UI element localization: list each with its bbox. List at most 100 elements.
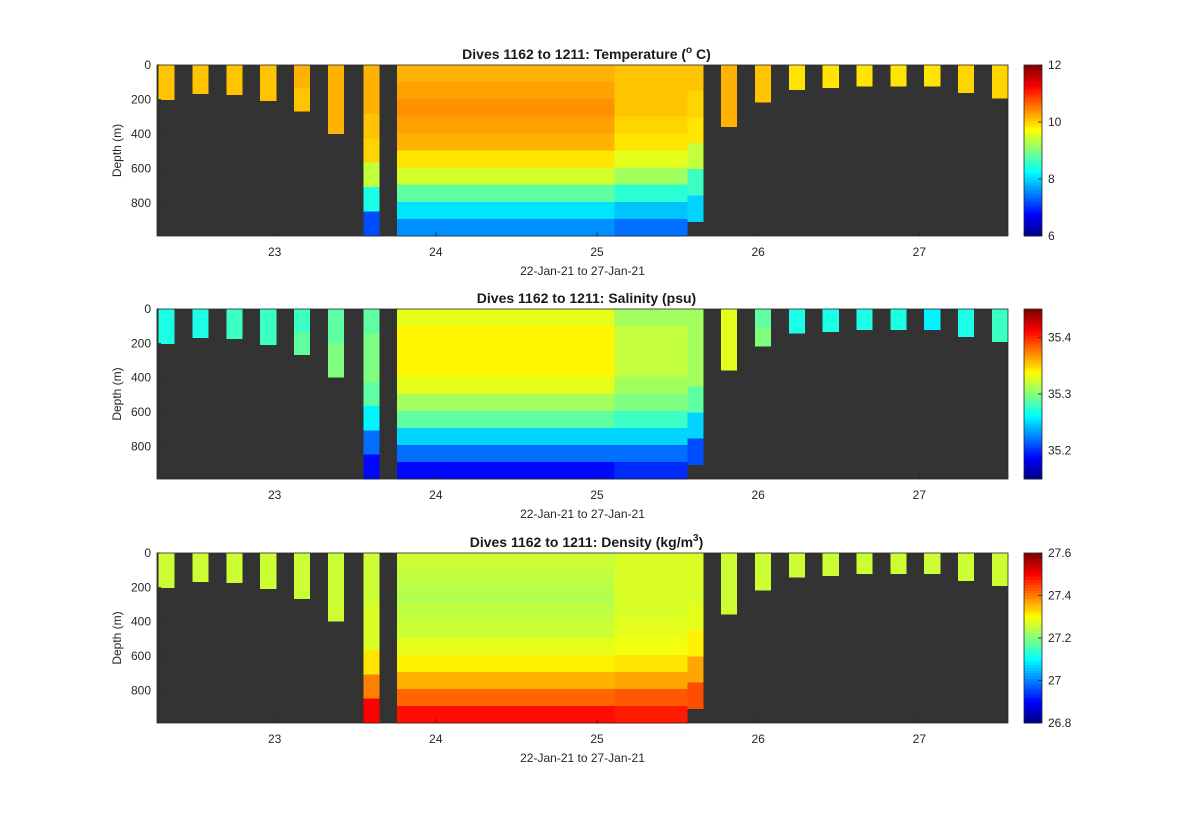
data-cell (363, 698, 380, 724)
data-cell (614, 167, 688, 186)
data-cell (397, 689, 615, 707)
data-cell (294, 65, 311, 89)
data-cell (614, 377, 688, 395)
colorbar-segment (1024, 113, 1042, 117)
colorbar-segment (1024, 171, 1042, 176)
colorbar-tick-label: 27.4 (1048, 589, 1072, 603)
colorbar-segment (1024, 656, 1042, 660)
data-cell (363, 89, 380, 115)
data-cell (397, 587, 615, 605)
colorbar-segment (1024, 704, 1042, 708)
data-cell (397, 309, 615, 327)
colorbar-segment (1024, 476, 1042, 480)
data-cell (822, 76, 839, 89)
data-cell (614, 150, 688, 169)
colorbar-segment (1024, 648, 1042, 652)
colorbar-tick-label: 26.8 (1048, 716, 1072, 730)
title-superscript: o (686, 45, 692, 56)
data-cell (363, 162, 380, 188)
y-tick-label: 800 (131, 196, 151, 210)
x-tick-label: 26 (752, 245, 766, 259)
data-cell (687, 195, 704, 222)
data-cell (754, 83, 772, 103)
colorbar-segment (1024, 203, 1042, 208)
colorbar-segment (1024, 677, 1042, 682)
colorbar-segment (1024, 582, 1042, 586)
data-cell (260, 326, 277, 345)
data-cell (397, 116, 615, 134)
colorbar-segment (1024, 693, 1042, 698)
data-cell (192, 323, 209, 338)
colorbar-segment (1024, 388, 1042, 392)
data-cell (856, 75, 873, 87)
data-cell (192, 553, 209, 568)
colorbar-segment (1024, 468, 1042, 472)
colorbar-segment (1024, 712, 1042, 716)
colorbar-segment (1024, 115, 1042, 120)
data-cell (991, 569, 1008, 587)
data-cell (788, 65, 805, 78)
x-tick-label: 25 (590, 488, 604, 502)
colorbar-tick-label: 35.3 (1048, 387, 1072, 401)
colorbar-segment (1024, 86, 1042, 90)
y-tick-label: 0 (144, 546, 151, 560)
data-cell (397, 411, 615, 429)
data-cell (363, 381, 380, 407)
panel-2: 0 200 400 600 800 23 24 25 26 27 Dives 1162 to 121… (110, 533, 1072, 765)
data-cell (397, 150, 615, 169)
axes-box (156, 64, 1009, 237)
data-cell (614, 445, 688, 463)
colorbar-segment (1024, 715, 1042, 719)
data-cell (260, 82, 277, 101)
data-cell (614, 428, 688, 446)
colorbar-segment (1024, 217, 1042, 221)
colorbar-segment (1024, 225, 1042, 229)
data-cell (397, 672, 615, 690)
colorbar-segment (1024, 166, 1042, 170)
colorbar-segment (1024, 420, 1042, 424)
x-tick-label: 25 (590, 245, 604, 259)
data-cell (226, 309, 243, 325)
y-tick-label: 600 (131, 162, 151, 176)
x-tick-label: 27 (913, 245, 927, 259)
colorbar-segment (1024, 209, 1042, 213)
data-cell (363, 625, 380, 651)
colorbar-segment (1024, 81, 1042, 85)
data-cell (958, 65, 975, 80)
colorbar-segment (1024, 415, 1042, 419)
colorbar-segment (1024, 664, 1042, 668)
data-cell (363, 357, 380, 383)
panel-title: Dives 1162 to 1211: Density (kg/m3) (470, 533, 704, 550)
data-cell (397, 706, 615, 724)
colorbar-segment (1024, 314, 1042, 318)
data-cell (754, 553, 772, 573)
data-cell (958, 309, 975, 324)
y-tick-label: 800 (131, 683, 151, 697)
data-cell (294, 553, 311, 577)
data-cell (687, 169, 704, 196)
colorbar-segment (1024, 187, 1042, 192)
data-cell (614, 309, 688, 327)
x-tick-label: 25 (590, 732, 604, 746)
colorbar-segment (1024, 709, 1042, 713)
colorbar-segment (1024, 696, 1042, 700)
data-cell (754, 65, 772, 85)
data-cell (327, 553, 344, 588)
colorbar-segment (1024, 343, 1042, 347)
colorbar-segment (1024, 675, 1042, 679)
data-cell (397, 604, 615, 622)
data-cell (958, 322, 975, 338)
colorbar-segment (1024, 222, 1042, 226)
title-text: Dives 1162 to 1211: Salinity (psu) (477, 290, 696, 306)
data-cell (822, 65, 839, 77)
data-cell (856, 319, 873, 331)
colorbar-segment (1024, 89, 1042, 93)
data-cell (687, 553, 704, 580)
data-cell (614, 360, 688, 378)
data-cell (721, 583, 738, 615)
colorbar-segment (1024, 311, 1042, 315)
colorbar-segment (1024, 322, 1042, 326)
data-cell (327, 99, 344, 134)
colorbar-segment (1024, 338, 1042, 342)
colorbar-segment (1024, 105, 1042, 109)
